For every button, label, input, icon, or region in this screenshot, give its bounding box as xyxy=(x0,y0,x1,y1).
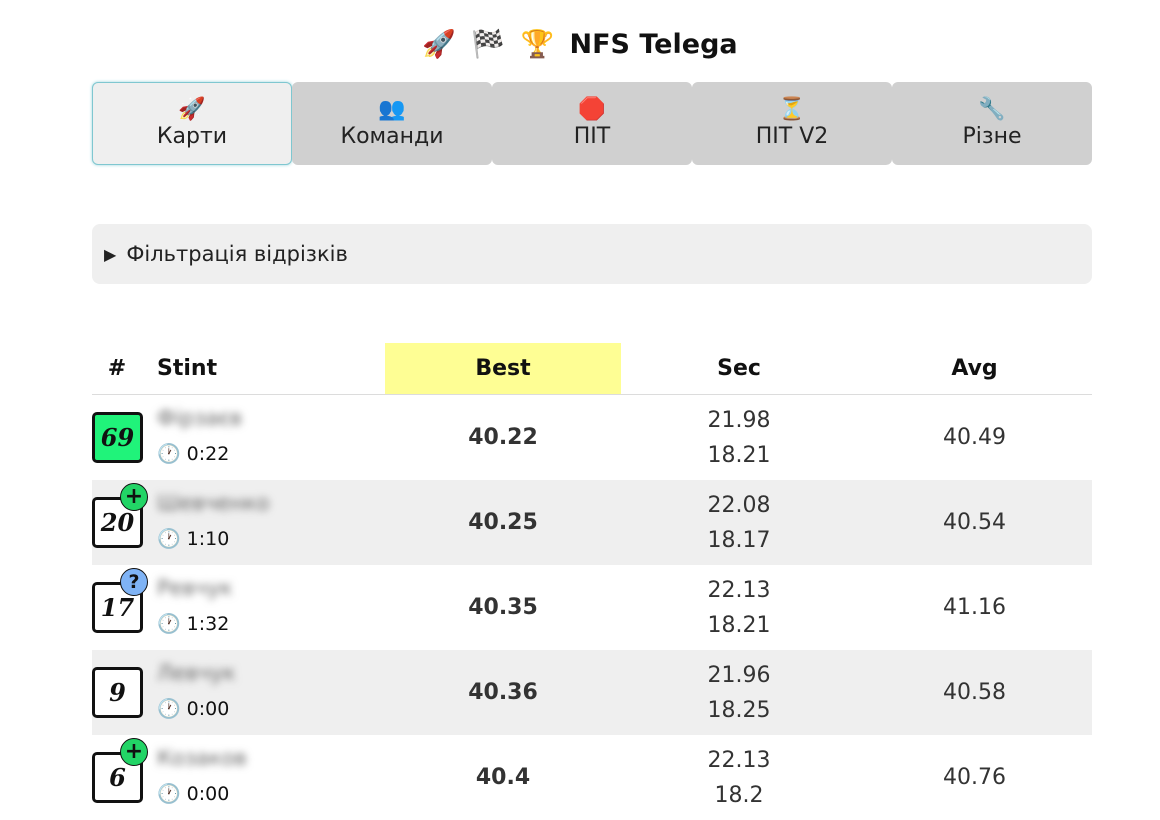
sector-1: 21.96 xyxy=(707,662,771,688)
tab-label: Різне xyxy=(962,123,1022,149)
column-header-avg[interactable]: Avg xyxy=(951,356,998,381)
stint-cell: Ревчук 🕐 1:32 xyxy=(142,565,385,650)
clock-icon: 🕐 xyxy=(157,613,181,635)
sector-times: 21.96 18.25 xyxy=(621,650,857,735)
driver-name: Ревчук xyxy=(157,576,233,600)
sector-times: 22.13 18.21 xyxy=(621,565,857,650)
filter-label: Фільтрація відрізків xyxy=(126,242,348,266)
stint-time: 🕐 0:22 xyxy=(157,442,230,466)
sector-2: 18.2 xyxy=(714,782,764,808)
tab-label: ПІТ xyxy=(573,123,611,149)
sector-times: 22.13 18.2 xyxy=(621,735,857,820)
kart-number-badge: 69 xyxy=(92,412,143,463)
main-tabs: 🚀 Карти 👥 Команди 🛑 ПІТ ⏳ ПІТ V2 🔧 Різне xyxy=(92,82,1092,166)
tab-karty[interactable]: 🚀 Карти xyxy=(92,82,292,165)
kart-number-badge: 9 xyxy=(92,667,143,718)
table-row[interactable]: 69 Фірзаєв 🕐 0:22 40.22 21.98 18.21 40.4… xyxy=(92,395,1092,480)
sector-1: 22.13 xyxy=(707,747,771,773)
clock-icon: 🕐 xyxy=(157,528,181,550)
kart-cell: 17 ? xyxy=(92,565,148,650)
best-lap: 40.4 xyxy=(475,765,531,790)
stint-duration: 0:00 xyxy=(186,782,230,805)
table-row[interactable]: 6 + Козаков 🕐 0:00 40.4 22.13 18.2 40.76 xyxy=(92,735,1092,820)
rocket-icon: 🚀 xyxy=(178,96,206,122)
avg-lap: 40.58 xyxy=(943,680,1006,705)
avg-lap: 40.54 xyxy=(943,510,1006,535)
hourglass-icon: ⏳ xyxy=(778,96,806,122)
app-title: NFS Telega xyxy=(569,29,738,60)
tab-komandy[interactable]: 👥 Команди xyxy=(292,82,492,165)
column-header-num[interactable]: # xyxy=(107,356,127,381)
people-icon: 👥 xyxy=(378,96,406,122)
driver-name: Фірзаєв xyxy=(157,406,243,430)
stint-cell: Козаков 🕐 0:00 xyxy=(142,735,385,820)
kart-cell: 6 + xyxy=(92,735,148,820)
trophy-icon: 🏆 xyxy=(520,29,555,60)
stint-time: 🕐 1:10 xyxy=(157,527,230,551)
clock-icon: 🕐 xyxy=(157,783,181,805)
avg-lap: 40.76 xyxy=(943,765,1006,790)
tab-pit[interactable]: 🛑 ПІТ xyxy=(492,82,692,165)
avg-lap: 40.49 xyxy=(943,425,1006,450)
best-lap: 40.35 xyxy=(468,595,538,620)
tab-rizne[interactable]: 🔧 Різне xyxy=(892,82,1092,165)
tab-label: ПІТ V2 xyxy=(755,123,829,149)
stints-table: # Stint Best Sec Avg 69 Фірзаєв 🕐 0:22 4… xyxy=(92,343,1092,820)
sector-1: 22.08 xyxy=(707,492,771,518)
question-icon: ? xyxy=(120,568,148,596)
stint-time: 🕐 1:32 xyxy=(157,612,230,636)
best-lap: 40.22 xyxy=(468,425,538,450)
stint-time: 🕐 0:00 xyxy=(157,697,230,721)
expand-triangle-icon: ▶ xyxy=(104,244,117,264)
plus-icon: + xyxy=(120,738,148,766)
table-row[interactable]: 9 Левчук 🕐 0:00 40.36 21.96 18.25 40.58 xyxy=(92,650,1092,735)
stint-time: 🕐 0:00 xyxy=(157,782,230,806)
stint-duration: 1:10 xyxy=(186,527,230,550)
table-header: # Stint Best Sec Avg xyxy=(92,343,1092,395)
sector-1: 21.98 xyxy=(707,407,771,433)
driver-name: Левчук xyxy=(157,661,236,685)
best-lap: 40.36 xyxy=(468,680,538,705)
kart-cell: 69 xyxy=(92,395,143,480)
stint-duration: 0:00 xyxy=(186,697,230,720)
tab-label: Карти xyxy=(156,123,228,149)
sector-1: 22.13 xyxy=(707,577,771,603)
sector-2: 18.21 xyxy=(707,612,771,638)
column-header-sec[interactable]: Sec xyxy=(717,356,761,381)
rocket-icon: 🚀 xyxy=(422,29,456,60)
table-row[interactable]: 17 ? Ревчук 🕐 1:32 40.35 22.13 18.21 41.… xyxy=(92,565,1092,650)
stint-cell: Фірзаєв 🕐 0:22 xyxy=(142,395,385,480)
driver-name: Шевченко xyxy=(157,491,270,515)
kart-cell: 20 + xyxy=(92,480,148,565)
clock-icon: 🕐 xyxy=(157,443,181,465)
stint-cell: Левчук 🕐 0:00 xyxy=(142,650,385,735)
stint-duration: 0:22 xyxy=(186,442,230,465)
best-lap: 40.25 xyxy=(468,510,538,535)
tab-label: Команди xyxy=(340,123,444,149)
stint-cell: Шевченко 🕐 1:10 xyxy=(142,480,385,565)
driver-name: Козаков xyxy=(157,746,247,770)
checkered-flag-icon: 🏁 xyxy=(471,29,506,60)
sector-times: 22.08 18.17 xyxy=(621,480,857,565)
sector-times: 21.98 18.21 xyxy=(621,395,857,480)
tab-pit-v2[interactable]: ⏳ ПІТ V2 xyxy=(692,82,892,165)
stint-duration: 1:32 xyxy=(186,612,230,635)
stop-sign-icon: 🛑 xyxy=(578,96,606,122)
app-title-bar: 🚀 🏁 🏆 NFS Telega xyxy=(0,28,1160,60)
table-row[interactable]: 20 + Шевченко 🕐 1:10 40.25 22.08 18.17 4… xyxy=(92,480,1092,565)
avg-lap: 41.16 xyxy=(943,595,1006,620)
column-header-stint[interactable]: Stint xyxy=(157,356,218,381)
clock-icon: 🕐 xyxy=(157,698,181,720)
wrench-icon: 🔧 xyxy=(978,96,1006,122)
plus-icon: + xyxy=(120,483,148,511)
sector-2: 18.17 xyxy=(707,527,771,553)
sector-2: 18.21 xyxy=(707,442,771,468)
sector-2: 18.25 xyxy=(707,697,771,723)
kart-cell: 9 xyxy=(92,650,143,735)
segment-filter-toggle[interactable]: ▶ Фільтрація відрізків xyxy=(92,224,1092,284)
column-header-best[interactable]: Best xyxy=(385,343,621,394)
